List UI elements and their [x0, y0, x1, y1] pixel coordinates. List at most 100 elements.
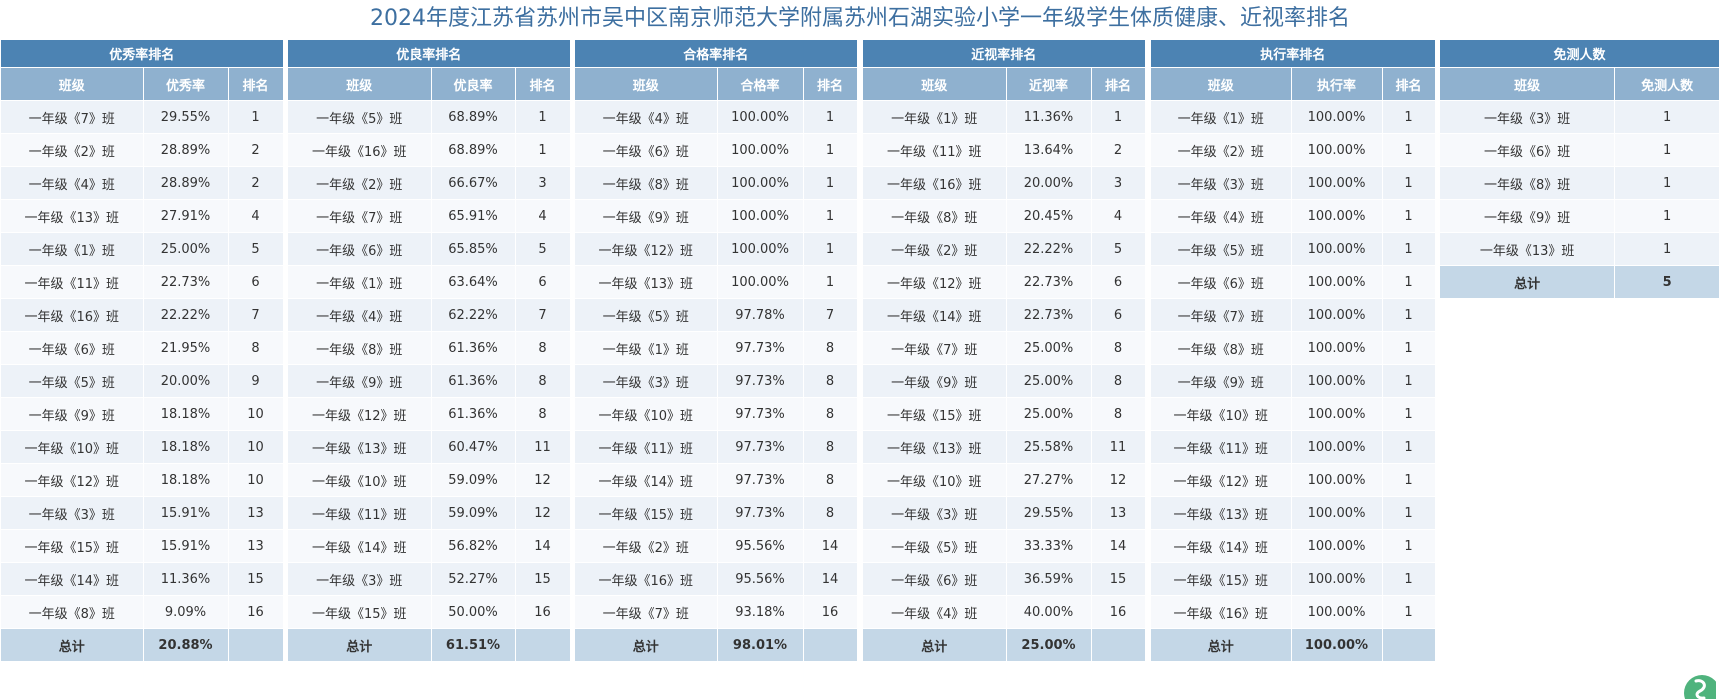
table-row: 一年级《12》班 22.73% 6 — [863, 265, 1146, 299]
rate-cell: 100.00% — [1291, 298, 1383, 332]
column-header-rank: 排名 — [228, 67, 284, 101]
class-name-cell: 一年级《10》班 — [288, 463, 432, 497]
rank-cell: 12 — [1091, 463, 1146, 497]
total-rank — [803, 628, 858, 662]
rank-cell: 1 — [803, 232, 858, 266]
class-name-cell: 一年级《9》班 — [1440, 199, 1616, 233]
rate-cell: 21.95% — [143, 331, 229, 365]
class-name-cell: 一年级《13》班 — [1151, 496, 1292, 530]
rate-cell: 27.27% — [1006, 463, 1092, 497]
rate-cell: 97.78% — [717, 298, 804, 332]
rank-cell: 1 — [1382, 364, 1436, 398]
table-row: 一年级《3》班 52.27% 15 — [288, 562, 571, 596]
class-name-cell: 一年级《3》班 — [863, 496, 1007, 530]
rank-cell: 7 — [803, 298, 858, 332]
class-name-cell: 一年级《4》班 — [575, 100, 718, 134]
table-row: 一年级《15》班 15.91% 13 — [1, 529, 284, 563]
class-name-cell: 一年级《3》班 — [1, 496, 144, 530]
table-row: 一年级《2》班 100.00% 1 — [1151, 133, 1436, 167]
column-header-class: 班级 — [1, 67, 144, 101]
class-name-cell: 一年级《11》班 — [1, 265, 144, 299]
rate-cell: 100.00% — [1291, 265, 1383, 299]
column-header-rank: 排名 — [803, 67, 858, 101]
table-row: 一年级《11》班 22.73% 6 — [1, 265, 284, 299]
rate-cell: 20.00% — [143, 364, 229, 398]
rate-cell: 100.00% — [717, 133, 804, 167]
rank-cell: 1 — [803, 166, 858, 200]
execution-rate-table: 执行率排名 班级 执行率 排名 一年级《1》班 100.00% 1 一年级《2》班 10… — [1151, 40, 1436, 662]
table-row: 一年级《7》班 100.00% 1 — [1151, 298, 1436, 332]
rate-cell: 97.73% — [717, 364, 804, 398]
class-name-cell: 一年级《6》班 — [1151, 265, 1292, 299]
rank-cell: 1 — [1382, 232, 1436, 266]
total-rank — [1091, 628, 1146, 662]
class-name-cell: 一年级《5》班 — [863, 529, 1007, 563]
rank-cell: 2 — [228, 166, 284, 200]
rank-cell: 16 — [1091, 595, 1146, 629]
rate-cell: 18.18% — [143, 430, 229, 464]
table-row: 一年级《2》班 22.22% 5 — [863, 232, 1146, 266]
total-rank — [228, 628, 284, 662]
class-name-cell: 一年级《4》班 — [288, 298, 432, 332]
rate-cell: 52.27% — [431, 562, 516, 596]
table-row: 一年级《15》班 97.73% 8 — [575, 496, 858, 530]
rate-cell: 20.45% — [1006, 199, 1092, 233]
table-row: 一年级《3》班 15.91% 13 — [1, 496, 284, 530]
exempt-count-table: 免测人数 班级 免测人数 一年级《3》班 1 一年级《6》班 1 一年级《8》班 1 一年级… — [1440, 40, 1720, 299]
class-name-cell: 一年级《15》班 — [288, 595, 432, 629]
rank-cell: 8 — [803, 496, 858, 530]
table-row: 一年级《9》班 1 — [1440, 199, 1720, 233]
total-value: 100.00% — [1291, 628, 1383, 662]
rate-cell: 40.00% — [1006, 595, 1092, 629]
rank-cell: 5 — [1091, 232, 1146, 266]
column-header-rank: 排名 — [515, 67, 571, 101]
class-name-cell: 一年级《12》班 — [1, 463, 144, 497]
column-header-rank: 排名 — [1091, 67, 1146, 101]
rate-cell: 25.00% — [143, 232, 229, 266]
class-name-cell: 一年级《1》班 — [575, 331, 718, 365]
rank-cell: 1 — [1382, 397, 1436, 431]
class-name-cell: 一年级《13》班 — [288, 430, 432, 464]
table-row: 一年级《5》班 100.00% 1 — [1151, 232, 1436, 266]
page-title: 2024年度江苏省苏州市吴中区南京师范大学附属苏州石湖实验小学一年级学生体质健康… — [370, 6, 1350, 31]
rank-cell: 7 — [228, 298, 284, 332]
rank-cell: 8 — [1091, 364, 1146, 398]
class-name-cell: 一年级《5》班 — [1151, 232, 1292, 266]
rate-cell: 25.00% — [1006, 364, 1092, 398]
column-header-rank: 排名 — [1382, 67, 1436, 101]
count-cell: 1 — [1614, 199, 1720, 233]
table-row: 一年级《16》班 95.56% 14 — [575, 562, 858, 596]
total-label: 总计 — [288, 628, 432, 662]
rank-cell: 1 — [1382, 199, 1436, 233]
rank-cell: 11 — [515, 430, 571, 464]
class-name-cell: 一年级《7》班 — [863, 331, 1007, 365]
class-name-cell: 一年级《11》班 — [863, 133, 1007, 167]
rank-cell: 8 — [803, 331, 858, 365]
rank-cell: 8 — [803, 397, 858, 431]
rate-cell: 20.00% — [1006, 166, 1092, 200]
class-name-cell: 一年级《9》班 — [863, 364, 1007, 398]
table-row: 一年级《10》班 27.27% 12 — [863, 463, 1146, 497]
rank-cell: 1 — [1382, 331, 1436, 365]
table-row: 一年级《16》班 100.00% 1 — [1151, 595, 1436, 629]
table-row: 一年级《4》班 62.22% 7 — [288, 298, 571, 332]
rate-cell: 97.73% — [717, 331, 804, 365]
class-name-cell: 一年级《3》班 — [1440, 100, 1616, 134]
class-name-cell: 一年级《13》班 — [1, 199, 144, 233]
rank-cell: 15 — [1091, 562, 1146, 596]
rank-cell: 8 — [228, 331, 284, 365]
class-name-cell: 一年级《10》班 — [1, 430, 144, 464]
class-name-cell: 一年级《3》班 — [1151, 166, 1292, 200]
table-title: 执行率排名 — [1151, 40, 1436, 68]
rate-cell: 18.18% — [143, 397, 229, 431]
rank-cell: 3 — [515, 166, 571, 200]
rank-cell: 13 — [1091, 496, 1146, 530]
rank-cell: 8 — [515, 364, 571, 398]
rank-cell: 9 — [228, 364, 284, 398]
rank-cell: 1 — [1382, 496, 1436, 530]
count-cell: 1 — [1614, 100, 1720, 134]
rank-cell: 8 — [515, 331, 571, 365]
rate-cell: 56.82% — [431, 529, 516, 563]
rank-cell: 1 — [803, 133, 858, 167]
rate-cell: 95.56% — [717, 529, 804, 563]
